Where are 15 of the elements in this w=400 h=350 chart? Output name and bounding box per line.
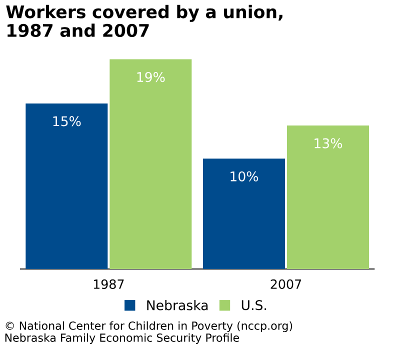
bar [110, 59, 192, 269]
text: Nebraska Family Economic Security Profile [5, 333, 240, 344]
data-label: 15% [53, 116, 81, 126]
chart-title: Workers covered by a union, 1987 and 2007 [6, 4, 282, 38]
bar [202, 158, 285, 269]
x-tick-label: 1987 [94, 279, 124, 289]
x-tick-label: 2007 [270, 279, 302, 289]
data-label: 10% [230, 171, 258, 182]
data-label: 19% [137, 72, 165, 82]
legend-label: Nebraska [147, 300, 208, 310]
legend-label: U.S. [242, 300, 266, 310]
text: © National Center for Children in Poverty (nccp.org) [6, 321, 292, 332]
bar [287, 126, 370, 269]
bar [26, 103, 108, 269]
data-label: 13% [314, 138, 342, 148]
